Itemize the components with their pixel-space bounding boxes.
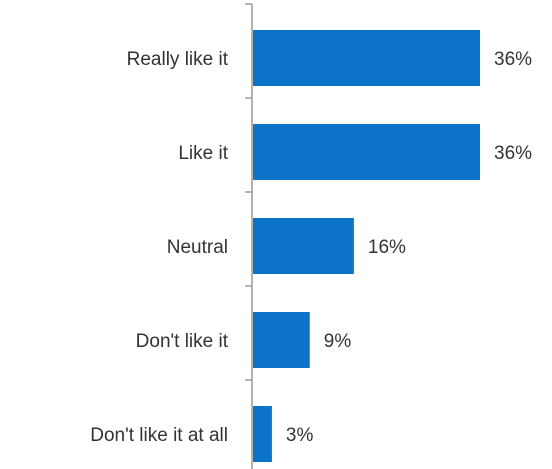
value-labels: 36% 36% 16% 9% 3% [286, 49, 532, 446]
value-label: 3% [286, 425, 314, 446]
category-label: Don't like it [136, 331, 229, 352]
category-label: Don't like it at all [90, 425, 228, 446]
bar [253, 124, 480, 180]
category-axis [245, 3, 253, 469]
category-label: Like it [178, 143, 228, 164]
bars-group [253, 30, 480, 462]
category-labels: Really like it Like it Neutral Don't like i… [90, 49, 228, 446]
bar [253, 406, 272, 462]
value-label: 36% [494, 143, 532, 164]
value-label: 9% [324, 331, 352, 352]
category-label: Really like it [127, 49, 229, 70]
bar [253, 30, 480, 86]
value-label: 36% [494, 49, 532, 70]
bar [253, 312, 310, 368]
category-label: Neutral [167, 237, 228, 258]
value-label: 16% [368, 237, 406, 258]
bar [253, 218, 354, 274]
